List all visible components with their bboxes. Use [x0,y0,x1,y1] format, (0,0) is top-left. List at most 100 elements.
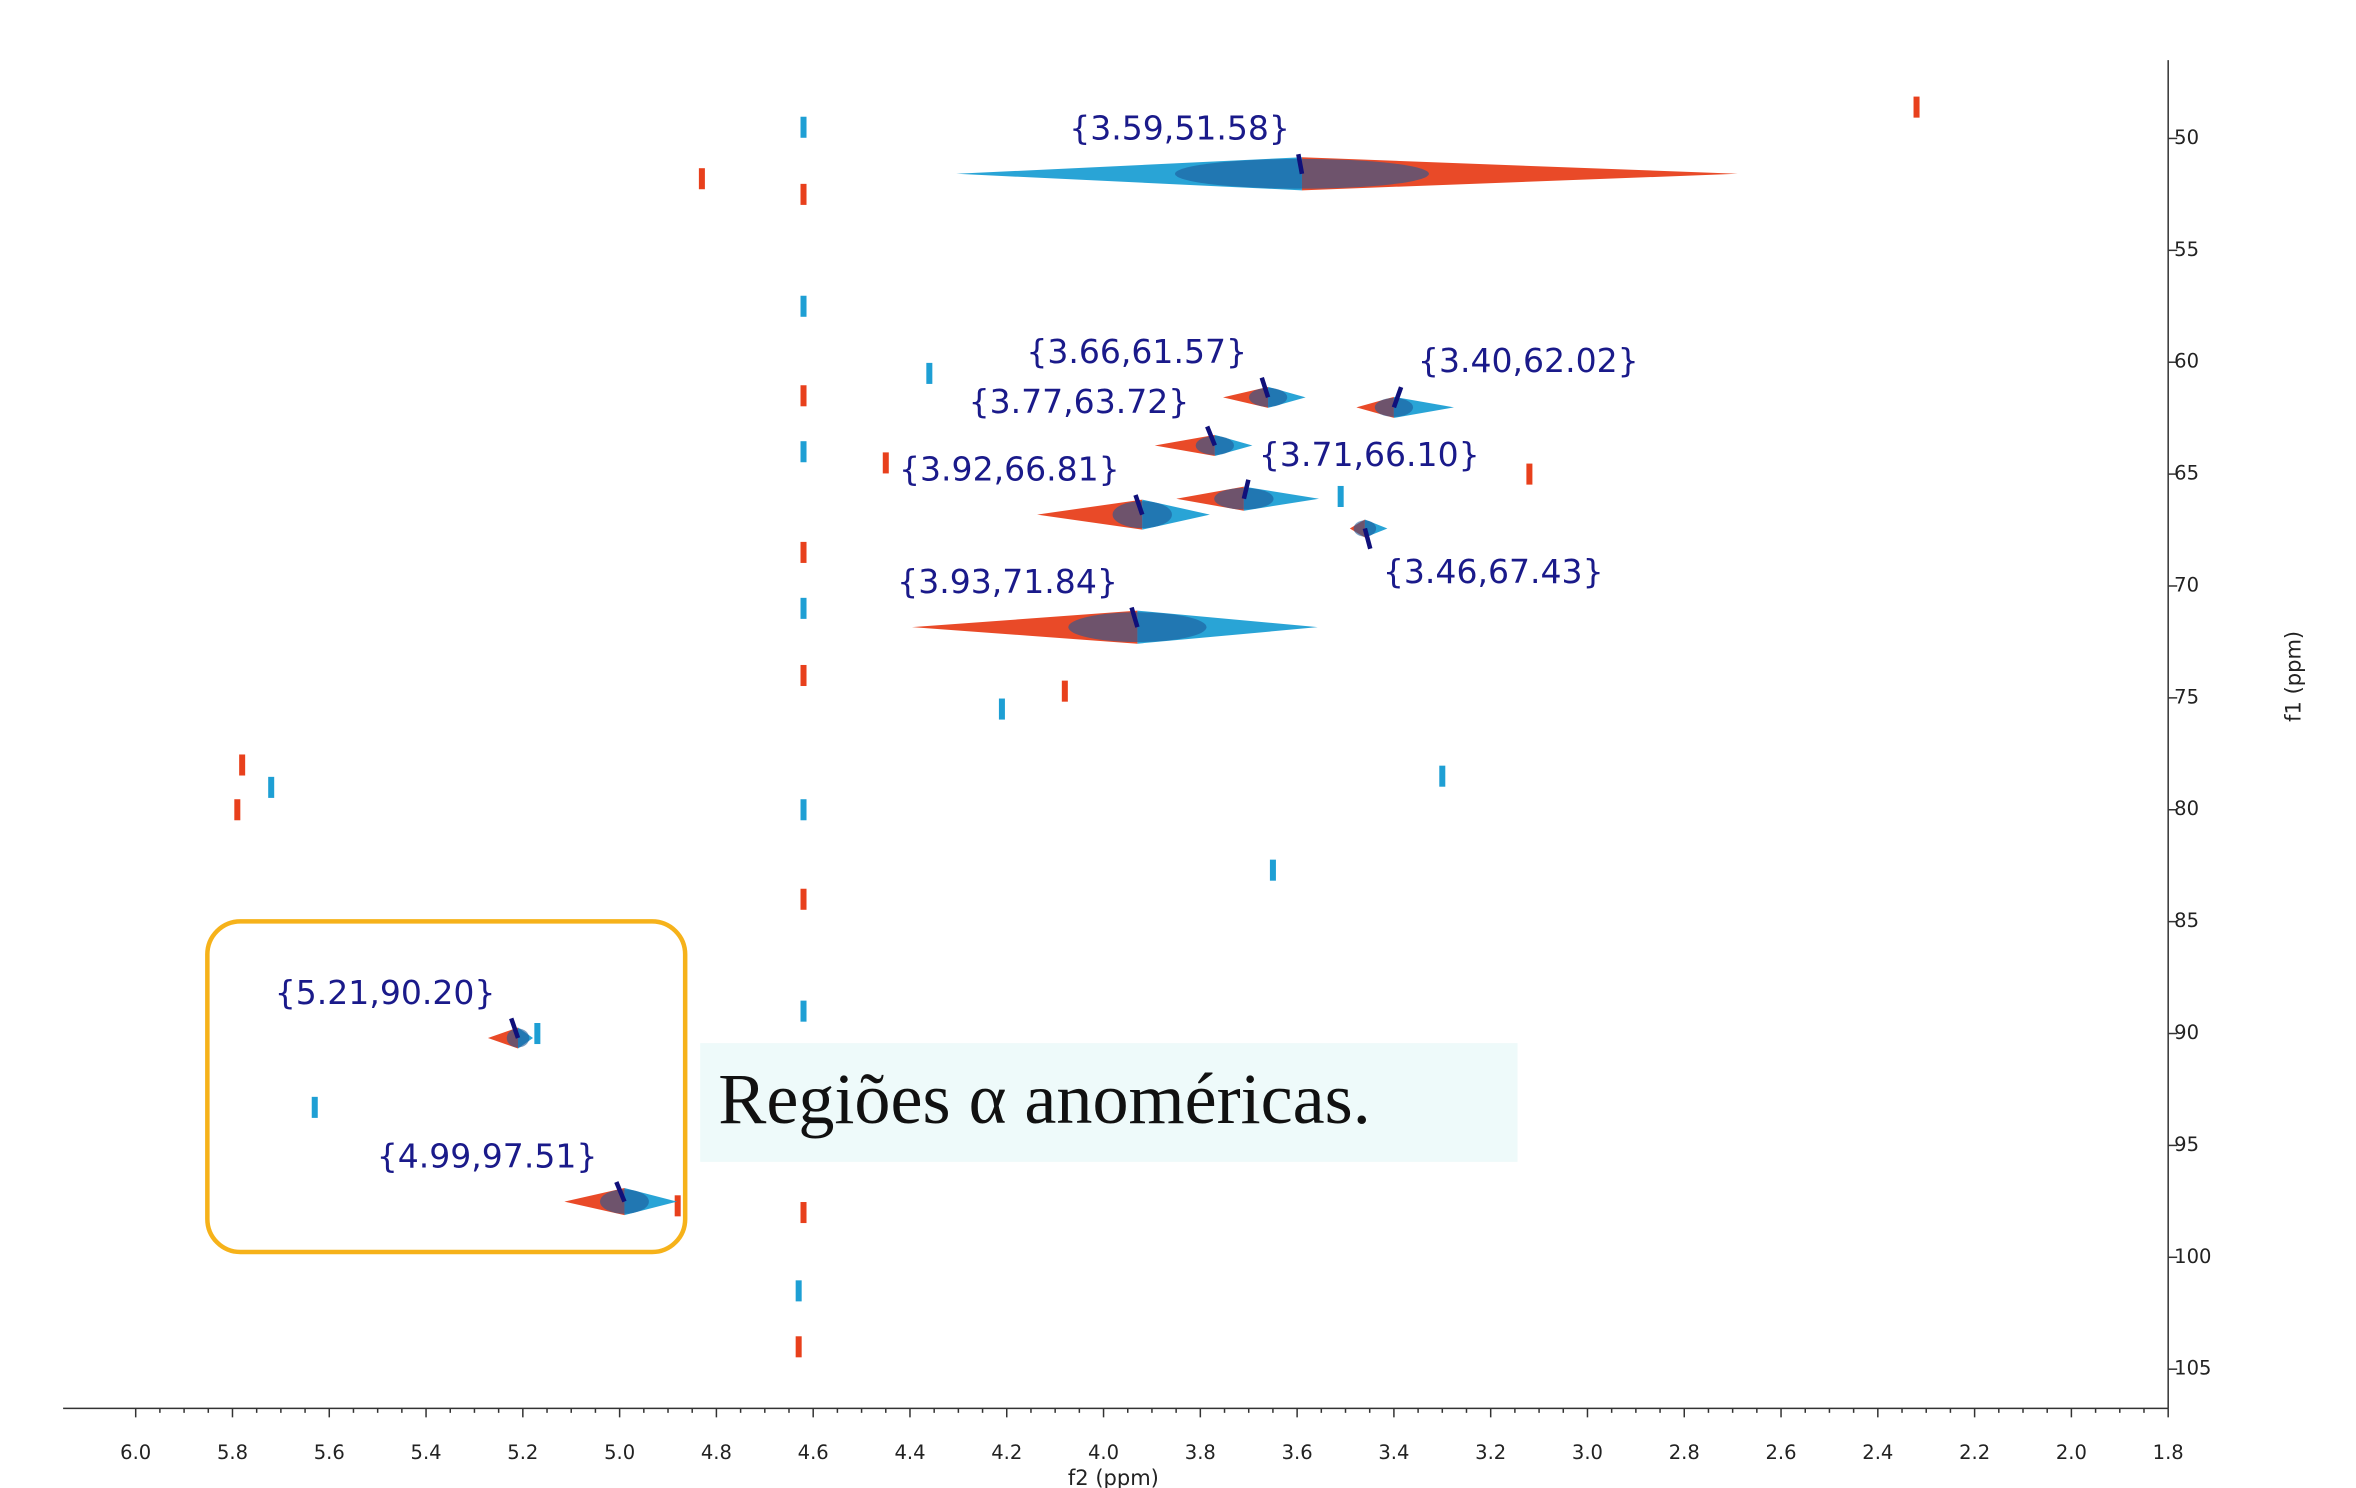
x-tick-label: 2.0 [2056,1441,2087,1464]
signal [698,168,705,190]
x-tick-label: 2.4 [1862,1441,1893,1464]
signal [234,799,241,821]
x-tick-label: 5.4 [411,1441,442,1464]
leader [509,1017,521,1039]
peak [564,1188,678,1216]
signal [795,1280,802,1302]
y-tick-label: 75 [2174,685,2199,708]
peak-label: {3.59,51.58} [1069,109,1290,148]
x-tick-label: 3.8 [1185,1441,1216,1464]
x-tick-label: 1.8 [2153,1441,2184,1464]
y-tick-label: 90 [2174,1021,2199,1044]
signal [1526,463,1533,485]
signal [311,1096,318,1118]
y-tick-label: 65 [2174,462,2199,485]
signal [268,776,275,798]
leader [1259,377,1271,399]
peak-label: {3.93,71.84} [897,562,1118,601]
signal [239,754,246,776]
y-tick-label: 50 [2174,126,2199,149]
x-tick-label: 4.0 [1088,1441,1119,1464]
y-tick-label: 60 [2174,350,2199,373]
y-tick-label: 80 [2174,797,2199,820]
signal [800,597,807,619]
signal [800,183,807,205]
signal [998,698,1005,720]
peak-label: {4.99,97.51} [377,1136,598,1175]
y-tick-label: 70 [2174,573,2199,596]
peak-core [1195,435,1235,455]
leader [1391,386,1404,409]
x-tick-label: 3.0 [1572,1441,1603,1464]
y-tick-label: 55 [2174,238,2199,261]
signal [1439,765,1446,787]
signal [534,1023,541,1045]
x-tick-label: 2.6 [1766,1441,1797,1464]
peak [1223,386,1306,408]
leader [1133,494,1145,516]
x-tick-label: 4.8 [701,1441,732,1464]
x-tick-label: 3.4 [1378,1441,1409,1464]
highlight-box [205,919,688,1255]
peak [487,1027,534,1049]
peak [1356,396,1455,418]
signal [800,799,807,821]
y-tick-label: 105 [2174,1357,2211,1380]
x-tick-label: 3.6 [1282,1441,1313,1464]
y-tick-label: 85 [2174,909,2199,932]
annotation: Regiões α anoméricas. [718,1059,1371,1139]
peak-core [1248,387,1288,407]
x-axis-title: f2 (ppm) [1068,1465,1159,1488]
peak-lobe [1301,157,1738,191]
signal [800,1000,807,1022]
leader [1129,606,1140,628]
peak [1349,519,1388,538]
leader [1241,479,1251,500]
y-tick-label: 100 [2174,1245,2211,1268]
annotation-box [700,1043,1518,1162]
peak-label: {5.21,90.20} [275,973,496,1012]
peak [1037,499,1210,530]
signal [800,441,807,463]
signal [800,1202,807,1224]
signal [800,541,807,563]
signal [1913,96,1920,118]
signal [800,385,807,407]
x-tick-label: 5.2 [507,1441,538,1464]
peak [912,610,1318,644]
signal [800,664,807,687]
leader [1205,425,1217,447]
peak-label: {3.40,62.02} [1418,341,1639,380]
peak-label: {3.92,66.81} [899,450,1120,489]
peak-core [1353,520,1377,537]
leader [614,1181,627,1203]
x-tick-label: 4.6 [798,1441,829,1464]
peak-label: {3.66,61.57} [1026,332,1247,371]
peak-lobe [1037,499,1143,530]
signal [800,295,807,317]
signal [1061,680,1068,702]
x-tick-label: 4.4 [894,1441,925,1464]
signal [795,1336,802,1358]
leader [1362,527,1373,550]
peak-core [506,1028,530,1048]
x-tick-label: 2.2 [1959,1441,1990,1464]
peak [956,157,1738,191]
signal [674,1195,681,1217]
y-axis-title: f1 (ppm) [2280,631,2305,722]
signal [1269,859,1276,881]
signal [1337,485,1344,507]
signal [882,452,889,474]
x-tick-label: 5.8 [217,1441,248,1464]
peak-label: {3.77,63.72} [969,382,1190,421]
x-tick-label: 5.0 [604,1441,635,1464]
x-tick-label: 3.2 [1475,1441,1506,1464]
peak [1154,434,1253,456]
signal [926,362,933,384]
peak-label: {3.71,66.10} [1259,435,1480,474]
signal [800,888,807,910]
x-tick-label: 4.2 [991,1441,1022,1464]
leader [1296,153,1305,175]
